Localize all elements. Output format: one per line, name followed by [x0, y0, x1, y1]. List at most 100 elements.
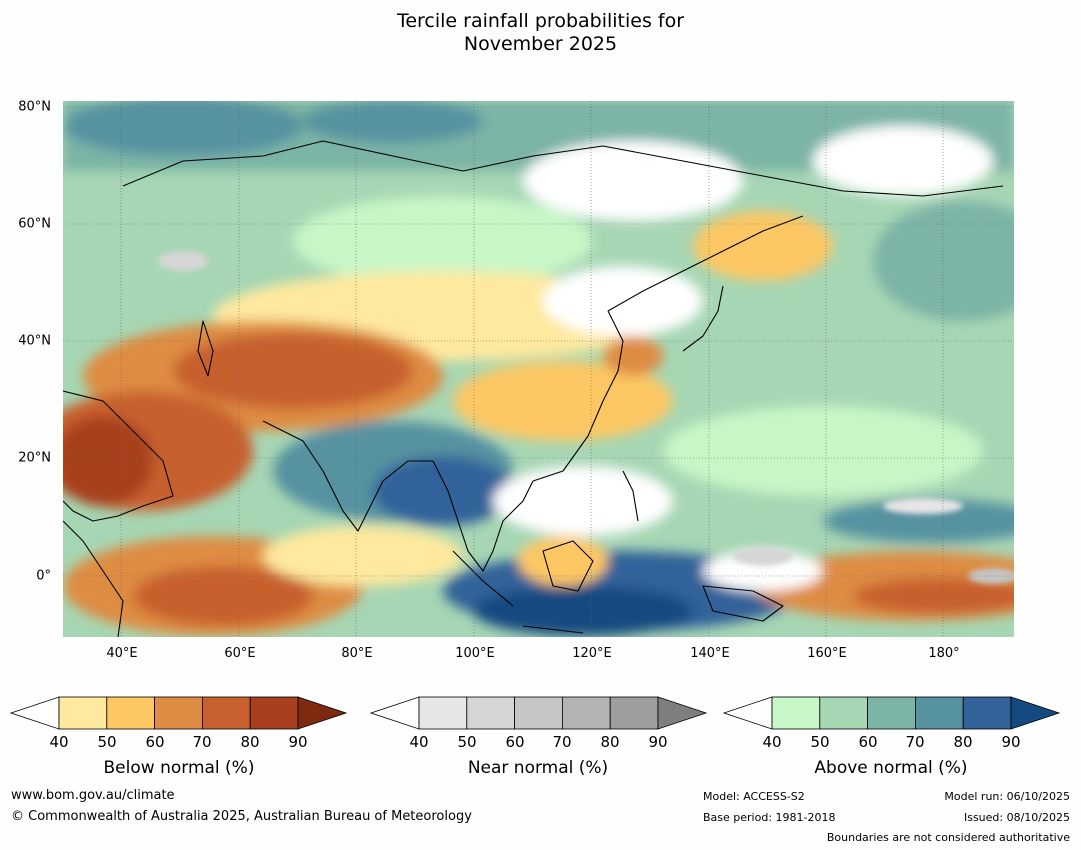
field-siberia-white: [523, 141, 743, 221]
lon-label: 100°E: [455, 646, 495, 661]
near-normal-label: Near normal (%): [467, 758, 609, 778]
field-arabia-core: [63, 416, 153, 506]
field-bay-of-bengal: [373, 456, 513, 526]
lat-label: 40°N: [18, 333, 51, 349]
field-near-normal-1: [158, 251, 208, 271]
colorbar-segment: [819, 696, 869, 730]
field-mongolia-white: [543, 266, 703, 336]
title-line-2: November 2025: [463, 33, 618, 55]
above-normal-colorbar: [723, 696, 1061, 730]
lat-label: 80°N: [18, 99, 51, 115]
colorbar-tick: 40: [762, 733, 782, 751]
rainfall-probability-map: [63, 101, 1014, 637]
colorbar-segment: [914, 696, 964, 730]
chart-title: Tercile rainfall probabilities for Novem…: [0, 10, 1081, 56]
coastline-china: [532, 310, 624, 482]
coastline-new-guinea: [702, 585, 784, 622]
model-name: Model: ACCESS-S2: [703, 790, 805, 803]
coastline-philippines: [622, 470, 639, 522]
field-near-normal-3: [968, 568, 1014, 584]
lon-label: 80°E: [341, 646, 373, 661]
field-borneo-yellow: [518, 536, 608, 586]
colorbar-segment: [867, 696, 916, 730]
field-eq-pacific-dark: [853, 578, 1014, 614]
colorbar-extend-low: [723, 696, 773, 730]
field-afghanistan-dark: [173, 333, 413, 409]
lon-label: 60°E: [224, 646, 256, 661]
field-kamchatka-yellow: [693, 211, 833, 281]
colorbar-extend-high: [1010, 696, 1061, 730]
field-java-dark: [473, 586, 693, 636]
field-io-yellow: [263, 526, 463, 586]
colorbar-tick: 80: [240, 733, 260, 751]
field-central-green: [293, 196, 593, 286]
field-nw-pacific: [873, 201, 1014, 321]
colorbar-segment: [154, 696, 203, 730]
coastline-indochina: [432, 460, 534, 572]
field-pacific-green: [663, 406, 983, 496]
field-png-white: [703, 551, 823, 591]
coastline-arctic: [122, 140, 1004, 197]
colorbar-tick: 70: [192, 733, 212, 751]
colorbar-tick: 50: [810, 733, 830, 751]
colorbar-segment: [609, 696, 659, 730]
field-sea-white: [493, 466, 673, 536]
colorbar-segment: [466, 696, 516, 730]
lon-label: 40°E: [106, 646, 138, 661]
lon-label: 140°E: [690, 646, 730, 661]
colorbar-segment: [106, 696, 156, 730]
coastline-arabia: [63, 390, 174, 522]
colorbar-tick: 50: [457, 733, 477, 751]
lat-label: 0°: [36, 568, 51, 584]
colorbar-tick: 90: [648, 733, 668, 751]
colorbar-segment: [58, 696, 108, 730]
lon-label: 180°: [928, 646, 960, 661]
field-china-yellow: [453, 361, 673, 441]
field-near-normal-4: [883, 498, 963, 514]
colorbar-tick: 60: [145, 733, 165, 751]
coastline-india: [262, 420, 433, 532]
colorbar-tick: 90: [288, 733, 308, 751]
colorbar-tick: 70: [905, 733, 925, 751]
coastline-africa: [63, 520, 124, 637]
coastline-sumatra: [452, 550, 514, 607]
coastline-java: [522, 625, 584, 634]
title-line-1: Tercile rainfall probabilities for: [396, 10, 685, 32]
coastline-japan: [682, 285, 724, 352]
issued-date: Issued: 08/10/2025: [963, 811, 1070, 824]
below-normal-label: Below normal (%): [103, 758, 255, 778]
colorbar-segment: [418, 696, 468, 730]
lat-label: 60°N: [18, 216, 51, 232]
lat-label: 20°N: [18, 450, 51, 466]
colorbar-extend-low: [370, 696, 420, 730]
field-eq-pacific-teal: [823, 499, 1014, 543]
colorbar-tick: 60: [858, 733, 878, 751]
coastline-caspian: [197, 320, 214, 377]
boundaries-disclaimer: Boundaries are not considered authoritat…: [826, 831, 1070, 844]
colorbar-segment: [561, 696, 611, 730]
lon-label: 160°E: [807, 646, 847, 661]
field-korea-orange: [603, 336, 663, 376]
colorbar-segment: [514, 696, 563, 730]
lon-label: 120°E: [572, 646, 612, 661]
model-run-date: Model run: 06/10/2025: [944, 790, 1070, 803]
colorbar-tick: 50: [97, 733, 117, 751]
base-period: Base period: 1981-2018: [703, 811, 836, 824]
above-normal-label: Above normal (%): [814, 758, 968, 778]
colorbar-segment: [201, 696, 251, 730]
colorbar-tick: 70: [552, 733, 572, 751]
near-normal-colorbar: [370, 696, 708, 730]
colorbar-extend-low: [10, 696, 60, 730]
colorbar-tick: 80: [600, 733, 620, 751]
colorbar-extend-high: [657, 696, 708, 730]
colorbar-tick: 40: [49, 733, 69, 751]
field-east-africa-dark: [133, 566, 313, 626]
field-east-siberia-white: [813, 126, 993, 196]
website-link[interactable]: www.bom.gov.au/climate: [11, 788, 175, 803]
field-north-scand: [63, 101, 303, 156]
colorbar-segment: [962, 696, 1012, 730]
colorbar-segment: [771, 696, 821, 730]
coastline-russia-east: [607, 215, 804, 312]
field-north-russia: [303, 101, 483, 143]
colorbar-segment: [249, 696, 299, 730]
